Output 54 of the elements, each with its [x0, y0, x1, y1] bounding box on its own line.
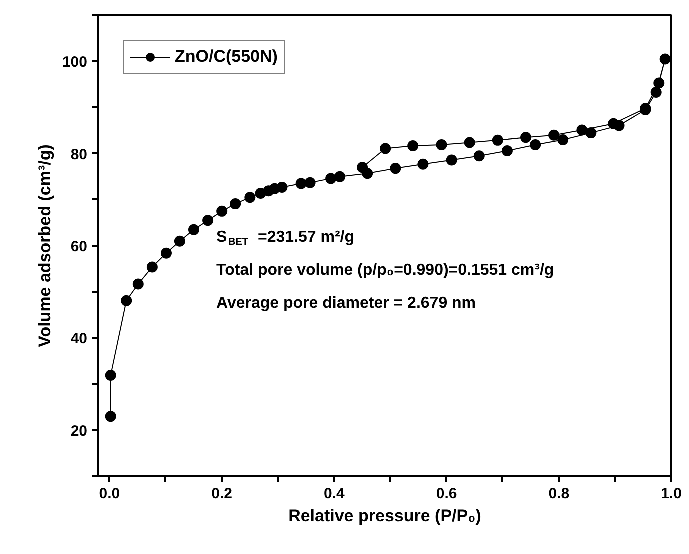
point: [380, 143, 392, 154]
point: [326, 173, 337, 184]
y-tick-label: 80: [70, 146, 88, 164]
y-tick-label: 100: [62, 54, 88, 72]
point: [121, 295, 132, 306]
annotation: Average pore diameter = 2.679 nm: [216, 295, 476, 312]
point: [174, 236, 186, 247]
y-tick-label: 20: [70, 422, 88, 440]
point: [230, 198, 242, 210]
point: [304, 177, 316, 188]
point: [446, 154, 458, 166]
y-tick-label: 60: [70, 238, 88, 256]
point: [418, 158, 429, 170]
x-tick-label: 1.0: [661, 486, 682, 502]
x-tick-label: 0.2: [212, 486, 233, 502]
x-tick-label: 0.8: [548, 486, 570, 502]
point: [530, 140, 542, 151]
point: [188, 224, 200, 236]
point: [296, 178, 307, 190]
point: [408, 140, 419, 152]
point: [276, 182, 288, 193]
point: [576, 124, 588, 136]
x-axis-title: Relative pressure (P/P₀): [288, 506, 482, 526]
point: [334, 171, 346, 182]
y-tick-label: 40: [70, 330, 88, 348]
point: [660, 54, 671, 65]
point: [390, 163, 402, 174]
point: [586, 128, 597, 139]
x-tick-label: 0.4: [324, 486, 346, 502]
point: [105, 370, 116, 382]
point: [502, 146, 513, 157]
point: [474, 150, 485, 162]
point: [464, 137, 476, 148]
point: [548, 130, 560, 141]
point: [216, 206, 228, 217]
x-tick-label: 0.6: [436, 486, 458, 502]
point: [357, 162, 368, 174]
point: [244, 192, 256, 204]
point: [436, 140, 448, 151]
point: [650, 86, 662, 98]
point: [520, 132, 532, 144]
point: [202, 215, 214, 226]
annotation: Total pore volume (p/p₀=0.990)=0.1551 cm³/g: [216, 262, 554, 279]
y-axis-title: Volume adsorbed (cm³/g): [35, 144, 54, 348]
point: [146, 262, 158, 273]
point: [160, 248, 172, 259]
point: [654, 78, 665, 89]
point: [492, 134, 504, 146]
point: [132, 278, 144, 290]
x-tick-label: 0.0: [99, 486, 120, 502]
point: [558, 134, 569, 146]
point: [608, 118, 620, 130]
point: [105, 411, 116, 422]
legend-label: ZnO/C(550N): [175, 47, 278, 67]
